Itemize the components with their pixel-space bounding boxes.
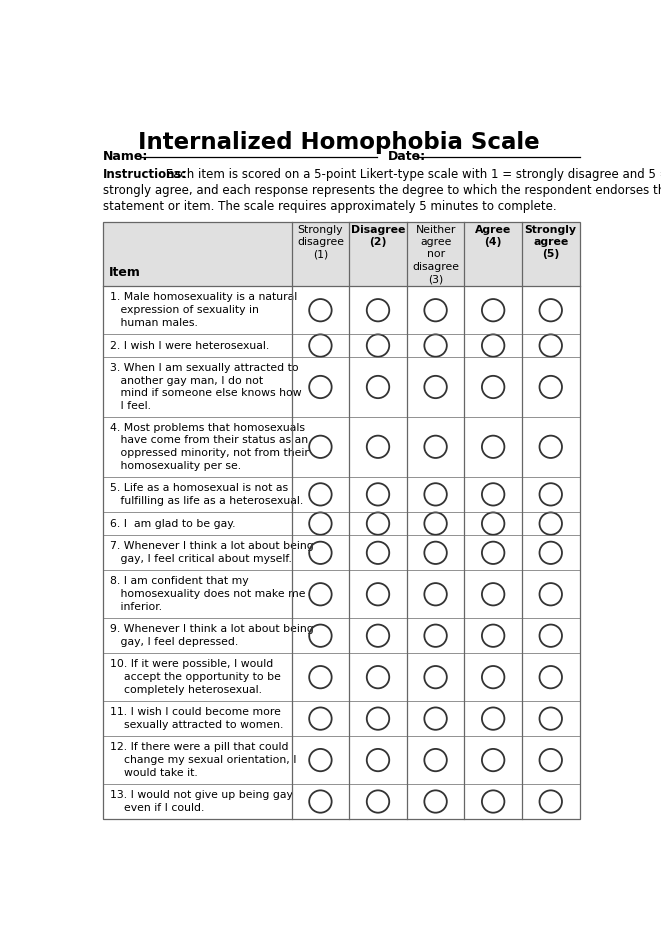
Bar	[103, 222, 580, 819]
Text: 4. Most problems that homosexuals
   have come from their status as an
   oppres: 4. Most problems that homosexuals have c…	[110, 423, 309, 471]
FancyBboxPatch shape	[103, 222, 580, 286]
Text: Internalized Homophobia Scale: Internalized Homophobia Scale	[138, 131, 539, 154]
Text: 12. If there were a pill that could
    change my sexual orientation, I
    woul: 12. If there were a pill that could chan…	[110, 742, 296, 778]
Text: 3. When I am sexually attracted to
   another gay man, I do not
   mind if someo: 3. When I am sexually attracted to anoth…	[110, 363, 301, 411]
Text: 8. I am confident that my
   homosexuality does not make me
   inferior.: 8. I am confident that my homosexuality …	[110, 577, 305, 612]
Text: 13. I would not give up being gay
    even if I could.: 13. I would not give up being gay even i…	[110, 790, 293, 813]
Text: strongly agree, and each response represents the degree to which the respondent : strongly agree, and each response repres…	[103, 184, 661, 197]
Text: Each item is scored on a 5-point Likert-type scale with 1 = strongly disagree an: Each item is scored on a 5-point Likert-…	[162, 168, 661, 181]
Text: statement or item. The scale requires approximately 5 minutes to complete.: statement or item. The scale requires ap…	[103, 200, 557, 213]
Text: 5. Life as a homosexual is not as
   fulfilling as life as a heterosexual.: 5. Life as a homosexual is not as fulfil…	[110, 483, 303, 506]
Text: 6. I  am glad to be gay.: 6. I am glad to be gay.	[110, 519, 235, 528]
Text: Strongly
agree
(5): Strongly agree (5)	[525, 224, 577, 259]
Text: Strongly
disagree
(1): Strongly disagree (1)	[297, 224, 344, 259]
Text: 1. Male homosexuality is a natural
   expression of sexuality in
   human males.: 1. Male homosexuality is a natural expre…	[110, 293, 297, 328]
Text: Date:: Date:	[387, 150, 426, 163]
Text: 9. Whenever I think a lot about being
   gay, I feel depressed.: 9. Whenever I think a lot about being ga…	[110, 625, 313, 647]
Text: Instructions:: Instructions:	[103, 168, 188, 181]
Text: Agree
(4): Agree (4)	[475, 224, 512, 247]
Text: 7. Whenever I think a lot about being
   gay, I feel critical about myself.: 7. Whenever I think a lot about being ga…	[110, 541, 313, 564]
Text: Disagree
(2): Disagree (2)	[351, 224, 405, 247]
Text: 2. I wish I were heterosexual.: 2. I wish I were heterosexual.	[110, 340, 269, 351]
Text: 11. I wish I could become more
    sexually attracted to women.: 11. I wish I could become more sexually …	[110, 707, 283, 730]
Text: 10. If it were possible, I would
    accept the opportunity to be
    completely: 10. If it were possible, I would accept …	[110, 659, 281, 695]
Text: Item: Item	[109, 266, 141, 280]
Text: Neither
agree
nor
disagree
(3): Neither agree nor disagree (3)	[412, 224, 459, 284]
Text: Name:: Name:	[103, 150, 149, 163]
